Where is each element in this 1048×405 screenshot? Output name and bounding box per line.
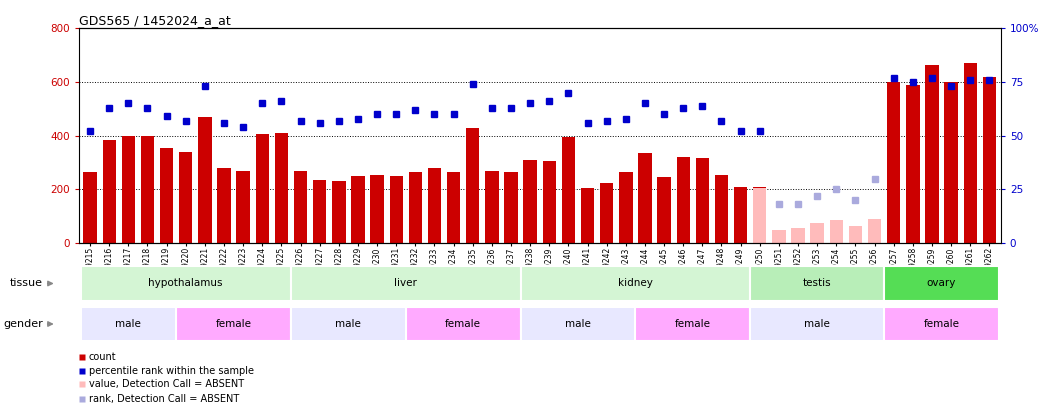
Bar: [504, 172, 518, 243]
Bar: [428, 168, 441, 243]
Bar: [696, 158, 709, 243]
Bar: [635, 307, 750, 341]
Bar: [291, 266, 521, 301]
Bar: [750, 266, 885, 301]
Bar: [810, 223, 824, 243]
Bar: [103, 140, 116, 243]
Bar: [256, 134, 269, 243]
Bar: [217, 168, 231, 243]
Bar: [750, 307, 885, 341]
Bar: [198, 117, 212, 243]
Bar: [907, 85, 919, 243]
Bar: [885, 266, 999, 301]
Bar: [772, 230, 786, 243]
Text: percentile rank within the sample: percentile rank within the sample: [89, 366, 254, 376]
Text: male: male: [565, 319, 591, 329]
Bar: [275, 133, 288, 243]
Bar: [466, 128, 479, 243]
Bar: [887, 82, 900, 243]
Text: female: female: [923, 319, 960, 329]
Bar: [925, 64, 939, 243]
Bar: [291, 307, 406, 341]
Text: GDS565 / 1452024_a_at: GDS565 / 1452024_a_at: [79, 14, 231, 27]
Bar: [176, 307, 291, 341]
Text: kidney: kidney: [618, 279, 653, 288]
Bar: [406, 307, 521, 341]
Bar: [601, 183, 613, 243]
Bar: [849, 226, 863, 243]
Text: hypothalamus: hypothalamus: [149, 279, 223, 288]
Bar: [313, 180, 326, 243]
Bar: [81, 266, 291, 301]
Bar: [754, 188, 766, 243]
Text: value, Detection Call = ABSENT: value, Detection Call = ABSENT: [89, 379, 244, 390]
Bar: [868, 219, 881, 243]
Bar: [237, 171, 249, 243]
Bar: [409, 172, 422, 243]
Bar: [84, 172, 96, 243]
Bar: [791, 228, 805, 243]
Text: female: female: [445, 319, 481, 329]
Bar: [885, 307, 999, 341]
Bar: [619, 172, 633, 243]
Text: rank, Detection Call = ABSENT: rank, Detection Call = ABSENT: [89, 394, 239, 403]
Text: female: female: [216, 319, 252, 329]
Bar: [332, 181, 346, 243]
Text: male: male: [804, 319, 830, 329]
Bar: [677, 157, 690, 243]
Bar: [521, 307, 635, 341]
Text: tissue: tissue: [10, 279, 43, 288]
Bar: [638, 153, 652, 243]
Text: ovary: ovary: [926, 279, 956, 288]
Bar: [160, 148, 173, 243]
Bar: [179, 152, 193, 243]
Bar: [293, 171, 307, 243]
Bar: [351, 176, 365, 243]
Text: male: male: [115, 319, 141, 329]
Text: male: male: [335, 319, 362, 329]
Bar: [543, 161, 556, 243]
Bar: [521, 266, 750, 301]
Text: gender: gender: [3, 319, 43, 329]
Text: female: female: [675, 319, 711, 329]
Bar: [485, 171, 499, 243]
Bar: [390, 176, 402, 243]
Bar: [581, 188, 594, 243]
Bar: [523, 160, 537, 243]
Bar: [944, 82, 958, 243]
Bar: [734, 187, 747, 243]
Bar: [370, 175, 384, 243]
Bar: [122, 136, 135, 243]
Text: count: count: [89, 352, 116, 362]
Text: liver: liver: [394, 279, 417, 288]
Bar: [562, 137, 575, 243]
Bar: [715, 175, 728, 243]
Bar: [81, 307, 176, 341]
Bar: [446, 172, 460, 243]
Bar: [657, 177, 671, 243]
Bar: [140, 136, 154, 243]
Bar: [983, 77, 996, 243]
Bar: [963, 63, 977, 243]
Text: testis: testis: [803, 279, 831, 288]
Bar: [754, 187, 766, 243]
Bar: [830, 220, 843, 243]
